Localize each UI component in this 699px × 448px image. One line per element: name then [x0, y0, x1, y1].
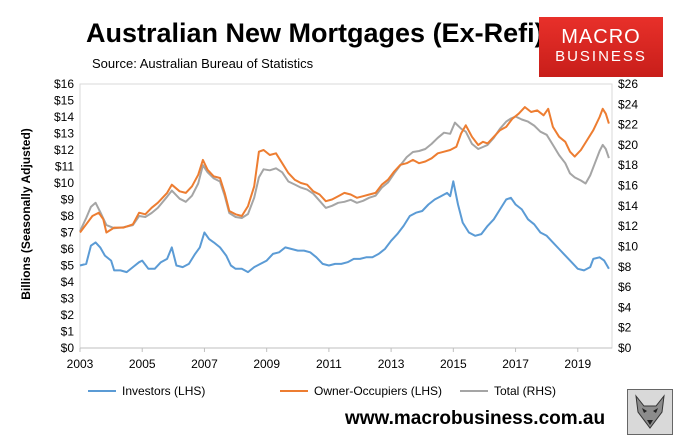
y-right-tick-label: $4 — [618, 300, 632, 314]
series-line-1 — [79, 106, 610, 234]
x-tick-label: 2017 — [502, 357, 529, 371]
legend-label: Total (RHS) — [494, 384, 557, 398]
y-right-tick-label: $20 — [618, 138, 638, 152]
logo-line-1: MACRO — [561, 26, 641, 48]
x-tick-label: 2015 — [440, 357, 467, 371]
y-right-tick-label: $14 — [618, 199, 638, 213]
x-tick-label: 2011 — [316, 357, 342, 371]
y-right-tick-label: $16 — [618, 179, 638, 193]
y-right-tick-label: $0 — [618, 341, 632, 355]
y-left-tick-label: $6 — [61, 242, 75, 256]
y-left-tick-label: $4 — [61, 275, 75, 289]
chart-axes: $0 $1 $2 $3 $4 $5 $6 $7 $8 $9 $10 $11 $12 $13 $14 $15 $1… — [54, 77, 638, 371]
y-left-tick-label: $7 — [61, 226, 75, 240]
legend-swatch — [460, 390, 488, 392]
y-right-tick-label: $8 — [618, 260, 632, 274]
y-right-tick-label: $6 — [618, 280, 632, 294]
y-right-tick-label: $24 — [618, 97, 638, 111]
y-left-tick-label: $13 — [54, 127, 74, 141]
y-left-tick-label: $0 — [61, 341, 75, 355]
x-tick-label: 2005 — [129, 357, 156, 371]
y-left-tick-label: $16 — [54, 77, 74, 91]
y-left-tick-label: $2 — [61, 308, 75, 322]
x-tick-label: 2003 — [67, 357, 94, 371]
logo-line-2: BUSINESS — [555, 48, 647, 65]
y-left-tick-label: $15 — [54, 94, 74, 108]
y-left-tick-label: $3 — [61, 292, 75, 306]
wolf-logo-icon — [627, 389, 673, 435]
y-right-tick-label: $10 — [618, 239, 638, 253]
y-left-tick-label: $12 — [54, 143, 74, 157]
legend-item-1: Owner-Occupiers (LHS) — [280, 384, 442, 398]
y-left-tick-label: $10 — [54, 176, 74, 190]
plot-area — [79, 83, 613, 349]
legend-label: Owner-Occupiers (LHS) — [314, 384, 443, 398]
y-left-tick-label: $5 — [61, 259, 75, 273]
x-tick-label: 2007 — [191, 357, 218, 371]
y-right-tick-label: $22 — [618, 118, 638, 132]
y-right-tick-label: $2 — [618, 321, 632, 335]
chart-title: Australian New Mortgages (Ex-Refi) — [86, 18, 544, 48]
y-right-tick-label: $18 — [618, 158, 638, 172]
legend-item-0: Investors (LHS) — [88, 384, 205, 398]
y-left-tick-label: $1 — [61, 325, 75, 339]
legend-swatch — [88, 390, 116, 392]
series-line-0 — [79, 180, 610, 274]
chart-subtitle: Source: Australian Bureau of Statistics — [92, 56, 314, 71]
website-url[interactable]: www.macrobusiness.com.au — [345, 408, 606, 429]
y-left-tick-label: $11 — [55, 160, 74, 174]
x-tick-label: 2013 — [378, 357, 405, 371]
y-left-tick-label: $8 — [61, 209, 75, 223]
legend-label: Investors (LHS) — [122, 384, 206, 398]
legend-swatch — [280, 390, 308, 392]
y-right-tick-label: $12 — [618, 219, 638, 233]
chart-series — [79, 106, 610, 274]
x-tick-label: 2009 — [253, 357, 280, 371]
legend-item-2: Total (RHS) — [460, 384, 556, 398]
x-tick-label: 2019 — [564, 357, 591, 371]
y-right-tick-label: $26 — [618, 77, 638, 91]
y-left-tick-label: $9 — [61, 193, 75, 207]
series-line-2 — [79, 115, 610, 232]
y-left-tick-label: $14 — [54, 110, 74, 124]
macrobusiness-logo: MACRO BUSINESS — [539, 17, 663, 77]
